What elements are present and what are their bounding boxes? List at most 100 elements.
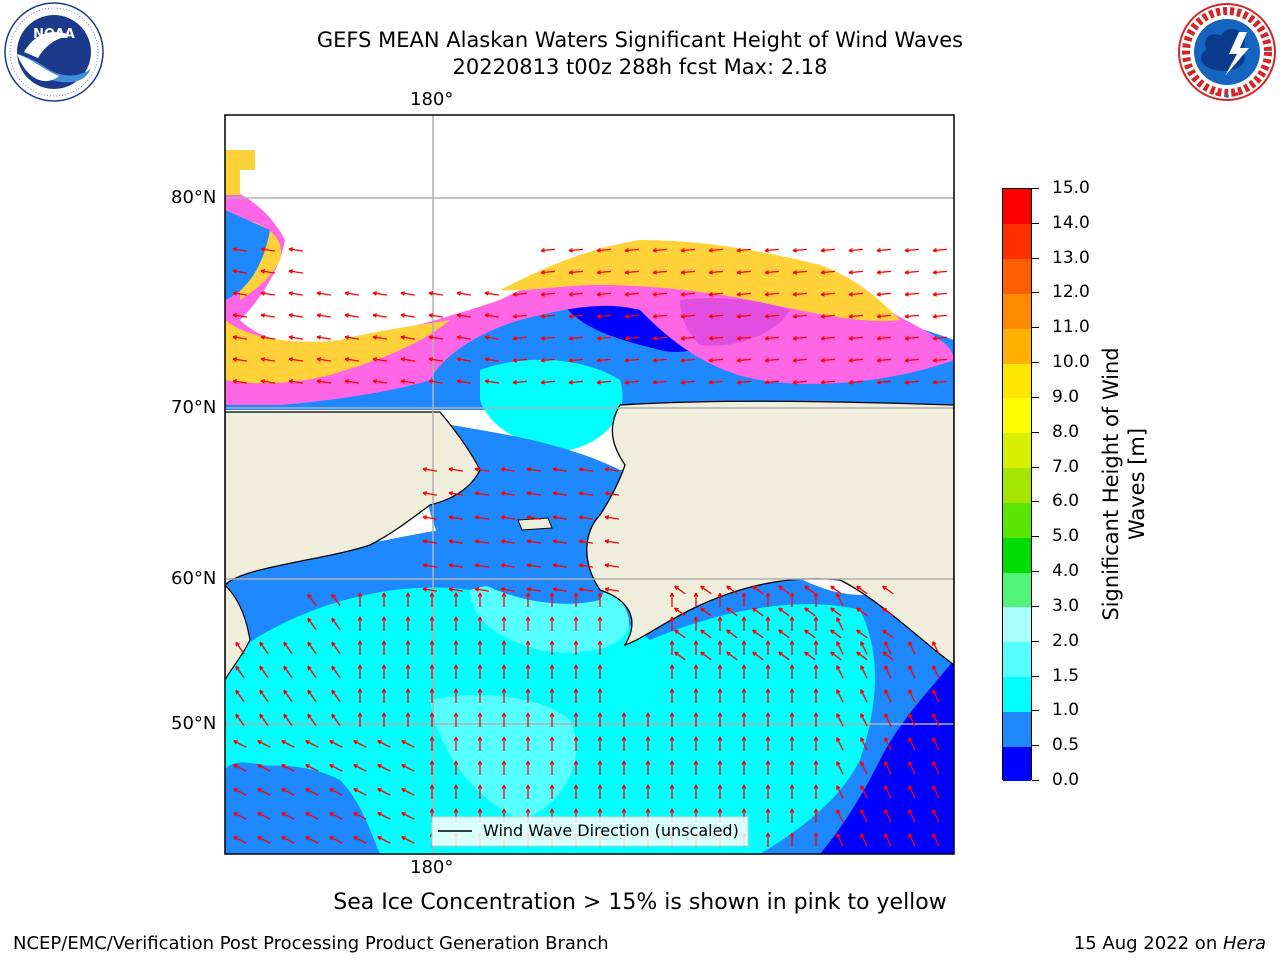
wave-arrow	[908, 785, 916, 799]
wave-arrow-head	[669, 736, 675, 741]
wave-arrow-head	[568, 248, 574, 253]
wave-arrow	[932, 713, 940, 727]
wave-arrow	[448, 492, 464, 496]
wave-arrow-head	[233, 740, 238, 745]
wave-arrow-head	[428, 335, 434, 340]
wave-arrow-head	[813, 712, 819, 717]
wave-arrow	[377, 836, 391, 844]
wave-arrow	[836, 761, 844, 775]
water-arctic	[225, 296, 954, 410]
wave-arrow-head	[830, 585, 835, 591]
wave-arrow-head	[693, 808, 699, 813]
wave-arrow-head	[331, 617, 336, 623]
wave-arrow	[259, 665, 269, 679]
colorbar-tick	[1032, 431, 1039, 433]
wave-arrow-head	[645, 760, 651, 765]
wave-arrow-head	[477, 640, 483, 645]
wave-arrow-head	[836, 809, 841, 814]
wave-arrow	[281, 764, 295, 772]
wave-arrow	[552, 588, 568, 592]
wave-arrow-head	[820, 336, 826, 341]
wave-arrow	[422, 468, 438, 472]
colorbar-segment	[1003, 223, 1031, 260]
wave-arrow	[804, 585, 816, 595]
wave-arrow-head	[708, 380, 714, 385]
wave-arrow-head	[752, 651, 757, 657]
wave-arrow	[736, 270, 752, 274]
wave-arrow-head	[257, 740, 262, 745]
wave-arrow	[344, 336, 360, 340]
wave-arrow-head	[422, 467, 428, 472]
lat-label-70: 70°N	[171, 397, 217, 418]
wave-arrow-head	[429, 784, 435, 789]
wave-arrow-head	[764, 270, 770, 275]
wave-arrow-head	[484, 313, 490, 318]
wave-arrow	[428, 380, 444, 384]
wave-arrow-head	[578, 491, 584, 496]
colorbar-tick	[1032, 605, 1039, 607]
wave-arrow-head	[283, 641, 288, 647]
wave-arrow	[500, 540, 516, 544]
colorbar-tick	[1032, 640, 1039, 642]
wave-arrow	[526, 516, 542, 520]
wave-arrow	[726, 651, 738, 661]
wave-arrow-head	[305, 836, 310, 841]
wave-arrow-head	[477, 760, 483, 765]
wave-arrow-head	[381, 592, 387, 597]
wave-arrow	[448, 564, 464, 568]
wave-arrow	[540, 336, 556, 340]
wave-arrow	[526, 492, 542, 496]
sea-ice-caption: Sea Ice Concentration > 15% is shown in …	[333, 890, 947, 915]
wave-arrow-head	[820, 292, 826, 297]
wave-arrow	[624, 358, 640, 362]
wave-arrow-head	[736, 314, 742, 319]
colorbar-tick	[1032, 536, 1039, 538]
wave-arrow-head	[717, 736, 723, 741]
wave-arrow-head	[428, 379, 434, 384]
colorbar-segment	[1003, 676, 1031, 712]
wave-arrow-head	[596, 380, 602, 385]
wave-arrow-head	[281, 836, 286, 841]
wave-arrow	[652, 292, 668, 296]
water-blue-sw	[225, 765, 380, 854]
wave-arrow-head	[789, 616, 795, 621]
wave-arrow-head	[540, 248, 546, 253]
wave-arrow-head	[764, 380, 770, 385]
wave-arrow	[904, 248, 920, 252]
wave-arrow-head	[549, 736, 555, 741]
wave-arrow-head	[932, 292, 938, 297]
wave-arrow-head	[836, 713, 841, 718]
wave-arrow-head	[932, 270, 938, 275]
wave-arrow	[257, 836, 271, 844]
wave-arrow-head	[792, 292, 798, 297]
wave-arrow	[401, 740, 415, 748]
wave-arrow	[456, 292, 472, 296]
wave-arrow-head	[645, 736, 651, 741]
colorbar-tick	[1032, 257, 1039, 259]
wave-arrow-head	[804, 585, 809, 591]
wave-arrow	[400, 292, 416, 296]
wave-arrow	[474, 564, 490, 568]
wave-arrow-head	[700, 585, 705, 591]
wave-arrow	[428, 336, 444, 340]
wave-arrow-head	[400, 313, 406, 318]
wave-arrow-head	[501, 640, 507, 645]
wave-arrow	[233, 764, 247, 772]
wave-arrow	[830, 585, 842, 595]
wave-arrow	[484, 292, 500, 296]
wave-arrow	[353, 836, 367, 844]
wave-arrow-head	[765, 832, 771, 837]
wave-arrow-head	[717, 688, 723, 693]
wave-arrow	[305, 836, 319, 844]
wave-arrow	[331, 713, 341, 727]
wave-arrow	[552, 516, 568, 520]
wave-arrow-head	[813, 688, 819, 693]
wave-arrow	[260, 270, 276, 274]
wave-arrow-head	[512, 380, 518, 385]
wave-arrow	[568, 336, 584, 340]
wave-arrow	[848, 380, 864, 384]
wave-arrow	[500, 516, 516, 520]
wave-arrow-head	[596, 248, 602, 253]
wave-arrow	[604, 468, 620, 472]
